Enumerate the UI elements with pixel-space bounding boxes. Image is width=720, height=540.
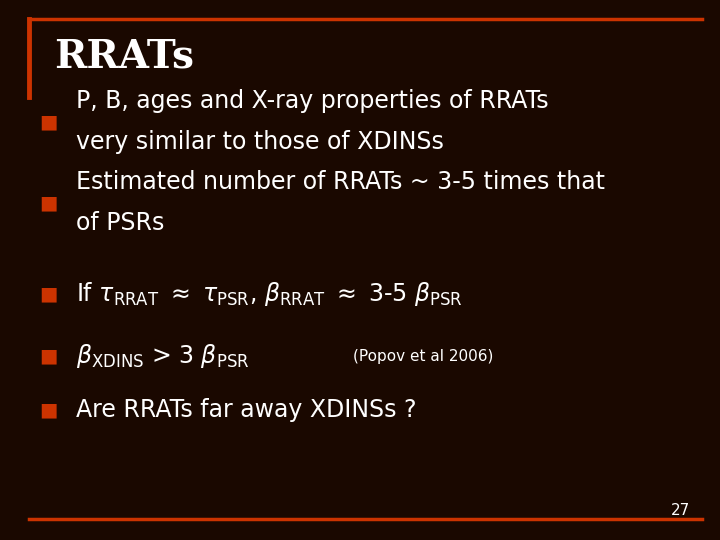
Text: very similar to those of XDINSs: very similar to those of XDINSs (76, 130, 444, 154)
Text: ■: ■ (40, 112, 58, 131)
Text: (Popov et al 2006): (Popov et al 2006) (353, 349, 493, 364)
Text: ■: ■ (40, 193, 58, 212)
Text: ■: ■ (40, 347, 58, 366)
Text: P, B, ages and X-ray properties of RRATs: P, B, ages and X-ray properties of RRATs (76, 89, 548, 113)
Text: of PSRs: of PSRs (76, 211, 164, 235)
Text: $\beta_{\rm XDINS}$ > 3 $\beta_{\rm PSR}$: $\beta_{\rm XDINS}$ > 3 $\beta_{\rm PSR}… (76, 342, 249, 370)
Text: ■: ■ (40, 401, 58, 420)
Text: RRATs: RRATs (54, 38, 194, 76)
Text: If $\tau_{\rm RRAT}$ $\approx$ $\tau_{\rm PSR}$, $\beta_{\rm RRAT}$ $\approx$ 3-: If $\tau_{\rm RRAT}$ $\approx$ $\tau_{\r… (76, 280, 462, 308)
Text: Estimated number of RRATs ~ 3-5 times that: Estimated number of RRATs ~ 3-5 times th… (76, 170, 605, 194)
Text: ■: ■ (40, 285, 58, 304)
Text: 27: 27 (670, 503, 690, 518)
Text: Are RRATs far away XDINSs ?: Are RRATs far away XDINSs ? (76, 399, 416, 422)
